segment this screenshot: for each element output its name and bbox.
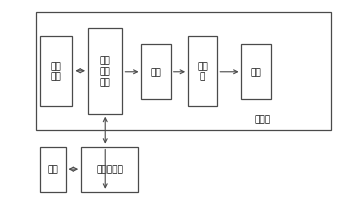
Bar xyxy=(241,45,271,100)
Bar xyxy=(36,13,331,131)
Bar xyxy=(188,37,217,106)
Bar xyxy=(40,37,72,106)
Text: 电动车: 电动车 xyxy=(254,115,270,124)
Text: 交流快充桩: 交流快充桩 xyxy=(96,165,123,174)
Text: 电网: 电网 xyxy=(47,165,58,174)
Bar xyxy=(40,147,66,192)
Bar xyxy=(81,147,138,192)
Text: 电机: 电机 xyxy=(151,68,161,77)
Text: 变速
箱: 变速 箱 xyxy=(197,62,208,81)
Bar xyxy=(88,29,122,114)
Text: 动力
电池: 动力 电池 xyxy=(51,62,61,81)
Bar xyxy=(141,45,171,100)
Text: 电机
控制
制器: 电机 控制 制器 xyxy=(100,56,111,86)
Text: 车轮: 车轮 xyxy=(251,68,262,77)
